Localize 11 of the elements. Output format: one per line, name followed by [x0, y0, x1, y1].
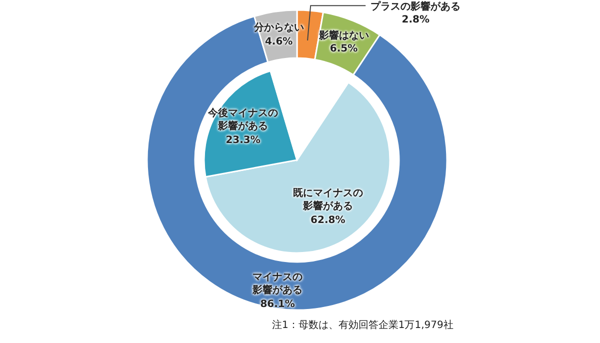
data-label: 62.8% — [310, 214, 346, 226]
data-label: 86.1% — [260, 298, 295, 310]
slice-label: 今後マイナスの影響がある — [207, 106, 280, 134]
slice-label: プラスの影響がある — [370, 1, 461, 12]
data-label: 2.8% — [402, 14, 430, 26]
data-label: 6.5% — [330, 44, 358, 55]
data-label: 23.3% — [226, 134, 260, 146]
text: 注1：母数は、有効回答企業1万1,979社 — [272, 318, 454, 332]
slice-label: マイナスの影響がある — [252, 270, 304, 298]
slice-label: 既にマイナスの影響がある — [292, 186, 364, 214]
data-label: 4.6% — [264, 36, 293, 48]
